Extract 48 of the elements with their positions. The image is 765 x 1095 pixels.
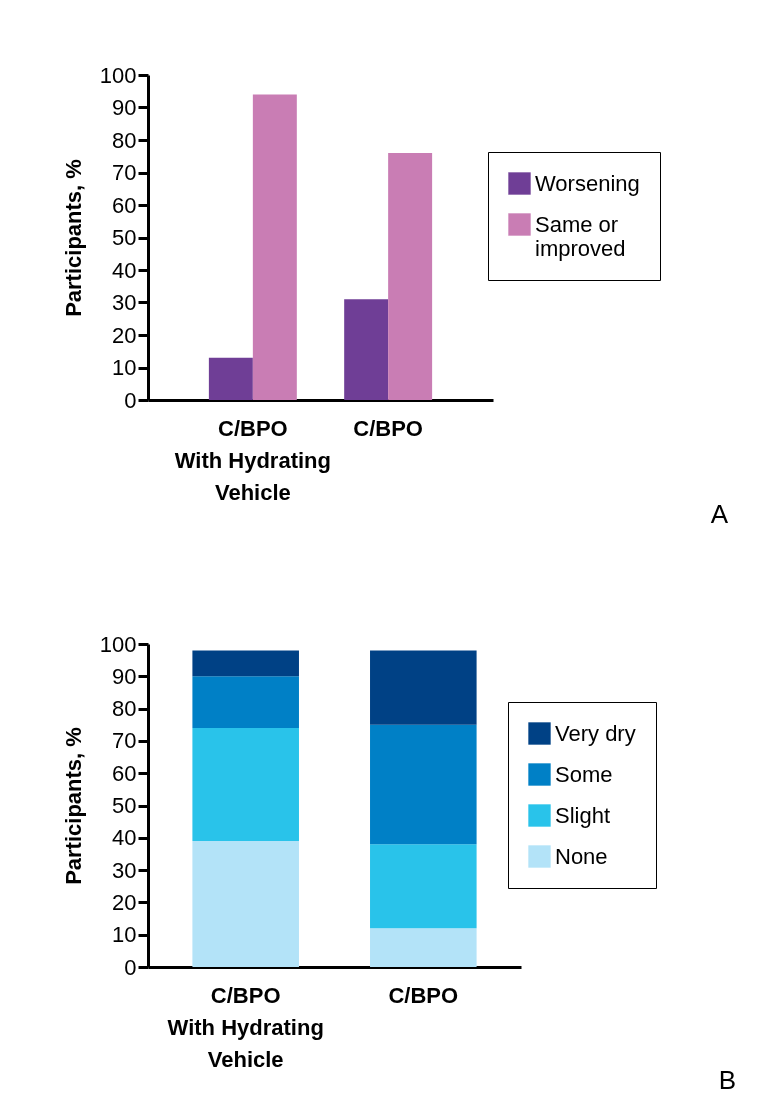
legend-label: Some [555,761,613,787]
y-tick-label: 20 [112,889,137,915]
y-tick-label: 70 [112,728,137,754]
bar [388,153,433,400]
y-tick-label: 40 [112,257,137,283]
y-axis-title: Participants, % [60,159,86,317]
y-tick-label: 100 [99,62,137,88]
y-tick-label: 30 [112,857,137,883]
x-tick-label: C/BPO With Hydrating Vehicle [167,982,324,1072]
y-tick-label: 60 [112,760,137,786]
bar [370,928,477,967]
bar [192,841,299,967]
y-tick-label: 30 [112,290,137,315]
text: A [710,499,729,529]
y-tick-label: 10 [112,922,137,948]
legend-label: Worsening [535,170,640,196]
x-tick-label: C/BPO [353,415,423,441]
bar [208,357,253,400]
legend-label: None [555,843,608,869]
y-tick-label: 0 [124,387,137,413]
y-tick-label: 50 [112,225,137,250]
y-tick-label: 50 [112,793,137,818]
y-tick-label: 90 [112,95,137,120]
bar [370,650,477,725]
x-tick-label: C/BPO [388,982,459,1008]
y-tick-label: 100 [99,631,137,657]
y-tick-label: 40 [112,825,137,851]
bar [370,724,477,845]
y-tick-label: 80 [112,696,137,722]
y-axis-title: Participants, % [60,727,86,885]
y-tick-label: 60 [112,192,137,218]
bar [192,650,299,677]
y-tick-label: 90 [112,663,137,689]
bar [252,94,297,400]
legend-label: Same or improved [535,211,626,261]
bar [370,844,477,929]
y-tick-label: 20 [112,322,137,348]
y-tick-label: 80 [112,127,137,153]
y-tick-label: 70 [112,160,137,185]
y-tick-label: 0 [124,954,137,980]
bar [192,727,299,842]
legend-label: Very dry [555,720,636,746]
text: B [718,1065,736,1095]
legend-label: Slight [555,802,611,828]
bar [192,676,299,728]
y-tick-label: 10 [112,355,137,380]
x-tick-label: C/BPO With Hydrating Vehicle [174,415,331,505]
bar [344,299,389,400]
